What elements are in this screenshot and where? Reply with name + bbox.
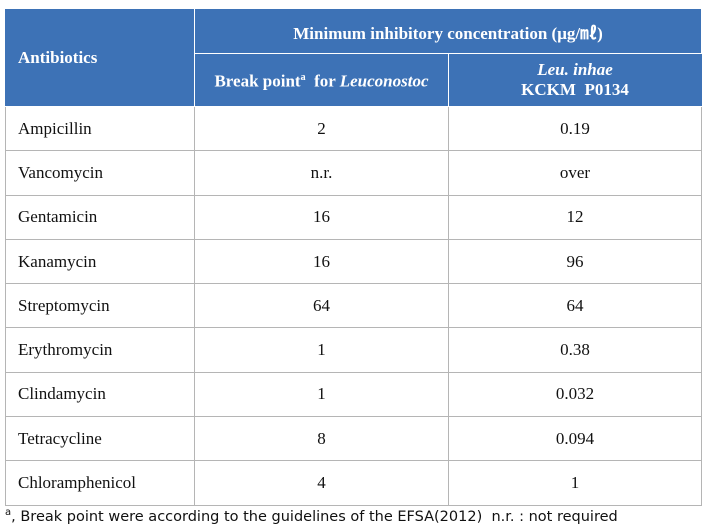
antibiotic-name: Vancomycin xyxy=(5,150,195,196)
header-row: Break pointa for Leuconostoc Leu. inhae K… xyxy=(6,53,702,107)
antibiotic-name: Ampicillin xyxy=(5,105,195,152)
mic-value: 64 xyxy=(448,283,702,329)
antibiotic-name: Kanamycin xyxy=(5,238,195,285)
table-body: Ampicillin 2 0.19 Vancomycin n.r. over Gentami… xyxy=(5,105,702,506)
table-row: Vancomycin n.r. over xyxy=(5,150,702,196)
table-row: Chloramphenicol 4 1 xyxy=(5,460,702,506)
antibiotic-name: Clindamycin xyxy=(5,371,195,418)
mic-value: 16 xyxy=(194,238,449,285)
mic-value: n.r. xyxy=(194,150,449,196)
table-row: Gentamicin 16 12 xyxy=(5,194,702,240)
mic-value: 16 xyxy=(194,194,449,240)
mic-value: 0.032 xyxy=(448,371,702,418)
mic-value: 8 xyxy=(194,416,449,462)
header-text: Break point xyxy=(214,71,301,91)
header-text: Minimum inhibitory concentration (μg/㎖) xyxy=(293,24,603,43)
header-text: Antibiotics xyxy=(18,48,98,67)
mic-value: 1 xyxy=(448,460,702,506)
mic-value: 2 xyxy=(194,105,449,152)
table-row: Kanamycin 16 96 xyxy=(5,238,702,285)
mic-table: Antibiotics Minimum inhibitory concentra… xyxy=(5,9,702,506)
header-text: for xyxy=(305,71,340,91)
footnote: a, Break point were according to the gui… xyxy=(5,507,618,525)
header-text: Leuconostoc xyxy=(339,71,429,91)
header-text: KCKM P0134 xyxy=(521,80,629,99)
header-cell: Leu. inhae KCKM P0134 xyxy=(448,53,702,107)
header-row: Antibiotics Minimum inhibitory concentra… xyxy=(5,9,702,107)
mic-value: 0.38 xyxy=(448,327,702,373)
table-row: Clindamycin 1 0.032 xyxy=(5,371,702,418)
superscript: a xyxy=(5,507,12,518)
table-row: Erythromycin 1 0.38 xyxy=(5,327,702,373)
mic-value: 4 xyxy=(194,460,449,506)
antibiotic-name: Gentamicin xyxy=(5,194,195,240)
header-cell: Break pointa for Leuconostoc xyxy=(194,53,449,107)
header-text: Leu. inhae xyxy=(537,60,613,79)
mic-value: 0.094 xyxy=(448,416,702,462)
mic-value: 12 xyxy=(448,194,702,240)
mic-value: 0.19 xyxy=(448,105,702,152)
mic-value: over xyxy=(448,150,702,196)
antibiotic-name: Streptomycin xyxy=(5,283,195,329)
table-row: Tetracycline 8 0.094 xyxy=(5,416,702,462)
mic-value: 64 xyxy=(194,283,449,329)
table-row: Streptomycin 64 64 xyxy=(5,283,702,329)
header-cell: Minimum inhibitory concentration (μg/㎖) xyxy=(194,9,702,54)
table-row: Ampicillin 2 0.19 xyxy=(5,105,702,152)
header-cell: Antibiotics xyxy=(5,9,195,107)
footnote-text: , Break point were according to the guid… xyxy=(11,508,618,525)
mic-value: 96 xyxy=(448,238,702,285)
mic-value: 1 xyxy=(194,327,449,373)
antibiotic-name: Chloramphenicol xyxy=(5,460,195,506)
mic-value: 1 xyxy=(194,371,449,418)
antibiotic-name: Tetracycline xyxy=(5,416,195,462)
superscript: a xyxy=(300,72,306,84)
table-header: Antibiotics Minimum inhibitory concentra… xyxy=(5,9,702,107)
antibiotic-name: Erythromycin xyxy=(5,327,195,373)
